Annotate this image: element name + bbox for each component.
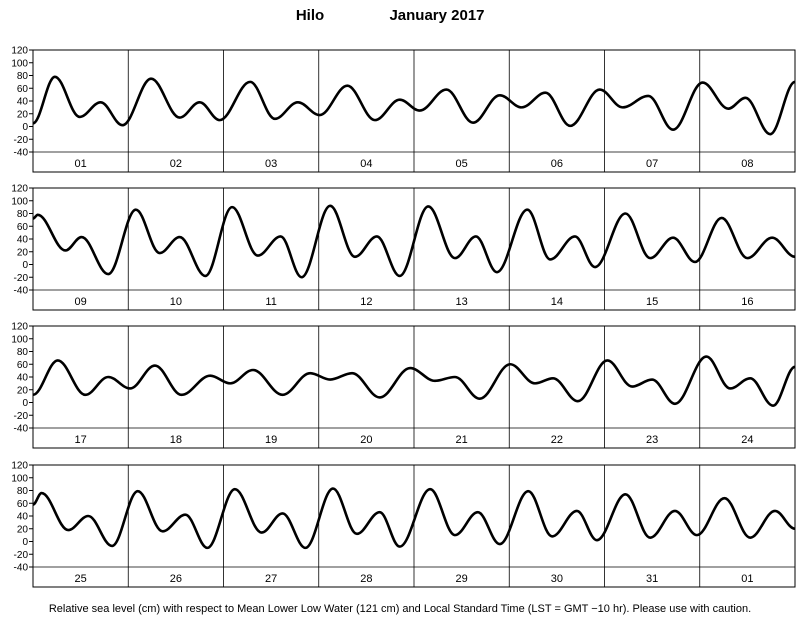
station-title: Hilo (296, 7, 324, 24)
y-tick-label: -20 (14, 273, 29, 284)
y-tick-label: 100 (11, 196, 28, 207)
tide-line (32, 355, 796, 407)
day-label: 28 (360, 573, 372, 585)
y-tick-label: 40 (17, 97, 29, 108)
y-tick-label: 0 (22, 260, 28, 271)
y-tick-label: 100 (11, 473, 28, 484)
y-tick-label: -40 (14, 148, 29, 159)
day-label: 23 (646, 434, 658, 446)
day-label: 18 (170, 434, 182, 446)
y-tick-label: 40 (17, 373, 29, 384)
day-label: 27 (265, 573, 277, 585)
y-tick-label: -20 (14, 135, 29, 146)
day-label: 06 (551, 158, 563, 170)
day-label: 22 (551, 434, 563, 446)
y-tick-label: 0 (22, 398, 28, 409)
y-tick-label: -40 (14, 424, 29, 435)
day-label: 31 (646, 573, 658, 585)
day-label: 20 (360, 434, 372, 446)
day-label: 01 (75, 158, 87, 170)
y-tick-label: -20 (14, 411, 29, 422)
y-tick-label: 20 (17, 385, 29, 396)
y-tick-label: 120 (11, 184, 28, 195)
day-label: 12 (360, 296, 372, 308)
day-label: 04 (360, 158, 372, 170)
day-label: 26 (170, 573, 182, 585)
y-tick-label: 80 (17, 209, 29, 220)
y-tick-label: 80 (17, 71, 29, 82)
day-label: 24 (741, 434, 753, 446)
y-tick-label: 60 (17, 499, 29, 510)
day-label: 13 (456, 296, 468, 308)
day-label: 29 (456, 573, 468, 585)
y-tick-label: -20 (14, 550, 29, 561)
tide-line (32, 204, 796, 279)
y-tick-label: 20 (17, 524, 29, 535)
day-label: 02 (170, 158, 182, 170)
y-tick-label: 60 (17, 84, 29, 95)
day-label: 14 (551, 296, 563, 308)
day-label: 03 (265, 158, 277, 170)
y-tick-label: -40 (14, 563, 29, 574)
y-tick-label: 60 (17, 222, 29, 233)
footnote: Relative sea level (cm) with respect to … (49, 603, 751, 615)
y-tick-label: 120 (11, 461, 28, 472)
day-label: 01 (741, 573, 753, 585)
y-tick-label: 80 (17, 486, 29, 497)
day-label: 25 (75, 573, 87, 585)
tide-line (32, 487, 796, 550)
day-label: 09 (75, 296, 87, 308)
day-label: 08 (741, 158, 753, 170)
y-tick-label: 120 (11, 46, 28, 57)
y-tick-label: 0 (22, 122, 28, 133)
day-label: 17 (75, 434, 87, 446)
y-tick-label: 0 (22, 537, 28, 548)
y-tick-label: 100 (11, 58, 28, 69)
y-tick-label: 80 (17, 347, 29, 358)
day-label: 11 (265, 296, 276, 308)
day-label: 21 (456, 434, 468, 446)
day-label: 16 (741, 296, 753, 308)
month-title: January 2017 (389, 7, 484, 24)
day-label: 15 (646, 296, 658, 308)
day-label: 10 (170, 296, 182, 308)
y-tick-label: 120 (11, 322, 28, 333)
y-tick-label: 100 (11, 334, 28, 345)
y-tick-label: 40 (17, 235, 29, 246)
day-label: 19 (265, 434, 277, 446)
day-label: 05 (456, 158, 468, 170)
y-tick-label: 40 (17, 512, 29, 523)
y-tick-label: 20 (17, 247, 29, 258)
y-tick-label: 20 (17, 109, 29, 120)
tide-line (32, 75, 796, 136)
day-label: 07 (646, 158, 658, 170)
day-label: 30 (551, 573, 563, 585)
y-tick-label: -40 (14, 286, 29, 297)
y-tick-label: 60 (17, 360, 29, 371)
